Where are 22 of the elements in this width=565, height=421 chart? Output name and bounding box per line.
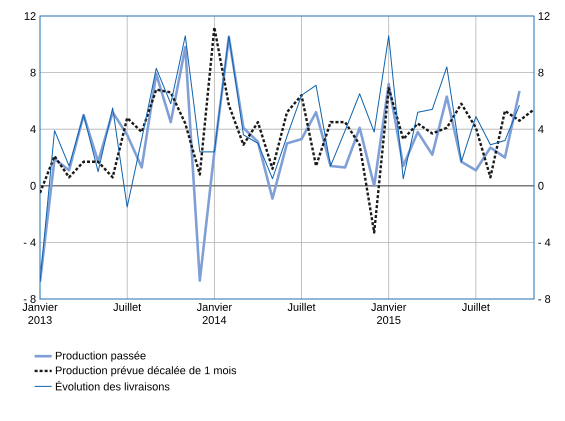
x-tick-label: Juillet (113, 302, 142, 311)
y2-tick-label: 12 (538, 12, 550, 20)
x-tick-label: Juillet (288, 302, 316, 311)
y-tick-label: 4 (30, 125, 36, 133)
y-tick-label: 0 (30, 182, 36, 190)
line-series (40, 26, 534, 234)
y-tick-label: - 4 (24, 238, 36, 246)
x-tick-label: Juillet (462, 302, 490, 311)
y2-tick-label: 4 (538, 125, 544, 133)
y2-tick-label: - 4 (538, 238, 550, 246)
legend-label: Production prévue décalée de 1 mois (56, 366, 236, 376)
x-tick-label: Janvier 2013 (22, 302, 58, 324)
legend-label: Évolution des livraisons (56, 380, 170, 390)
y2-tick-label: - 8 (538, 295, 550, 303)
y-tick-label: - 8 (24, 295, 36, 303)
y2-tick-label: 8 (538, 68, 544, 76)
legend-label: Production passée (56, 351, 146, 362)
x-tick-label: Janvier 2015 (371, 302, 406, 324)
y2-tick-label: 0 (538, 182, 544, 190)
y-tick-label: 12 (24, 12, 36, 20)
y-tick-label: 8 (30, 68, 36, 76)
x-tick-label: Janvier 2014 (196, 302, 232, 324)
